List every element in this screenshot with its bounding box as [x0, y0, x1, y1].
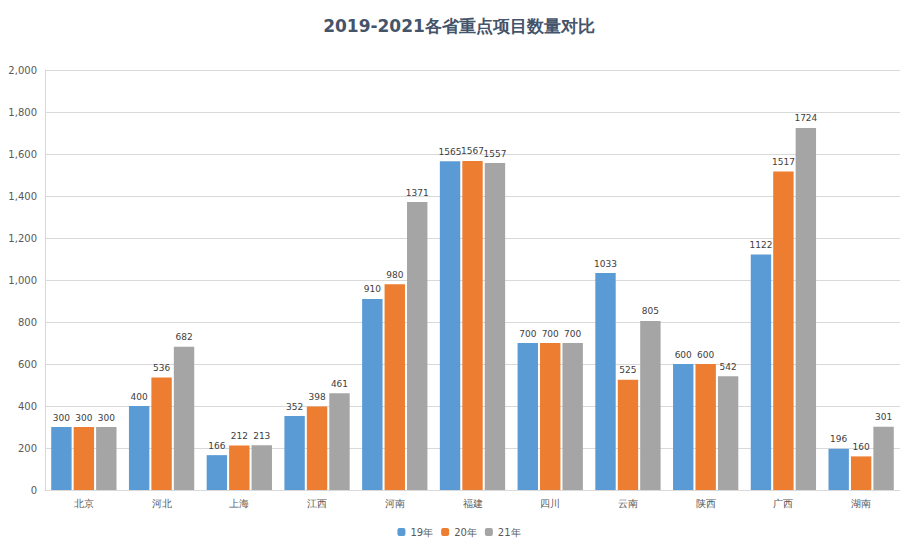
svg-text:1033: 1033 — [594, 259, 617, 269]
svg-text:湖南: 湖南 — [851, 498, 871, 509]
svg-text:1557: 1557 — [483, 149, 506, 159]
svg-text:600: 600 — [18, 359, 37, 370]
svg-text:800: 800 — [18, 317, 37, 328]
svg-text:河南: 河南 — [385, 498, 405, 509]
svg-text:1,200: 1,200 — [8, 233, 37, 244]
svg-text:196: 196 — [830, 434, 847, 444]
svg-text:福建: 福建 — [463, 498, 483, 509]
svg-text:1371: 1371 — [406, 188, 429, 198]
svg-text:600: 600 — [675, 350, 692, 360]
svg-text:2,000: 2,000 — [8, 65, 37, 76]
svg-text:682: 682 — [175, 332, 192, 342]
svg-text:212: 212 — [231, 431, 248, 441]
svg-text:1,600: 1,600 — [8, 149, 37, 160]
svg-text:200: 200 — [18, 443, 37, 454]
svg-text:700: 700 — [519, 329, 536, 339]
svg-text:700: 700 — [542, 329, 559, 339]
svg-text:河北: 河北 — [152, 498, 172, 509]
svg-text:461: 461 — [331, 379, 348, 389]
svg-text:广西: 广西 — [773, 498, 793, 509]
svg-text:20年: 20年 — [454, 527, 477, 538]
svg-text:352: 352 — [286, 402, 303, 412]
svg-text:160: 160 — [853, 442, 870, 452]
svg-text:21年: 21年 — [498, 527, 521, 538]
svg-text:19年: 19年 — [410, 527, 433, 538]
svg-text:四川: 四川 — [540, 498, 560, 509]
svg-text:300: 300 — [53, 413, 70, 423]
svg-text:陕西: 陕西 — [696, 498, 716, 509]
svg-text:300: 300 — [98, 413, 115, 423]
svg-text:600: 600 — [697, 350, 714, 360]
svg-text:0: 0 — [31, 485, 37, 496]
svg-text:910: 910 — [364, 284, 381, 294]
svg-text:400: 400 — [18, 401, 37, 412]
svg-text:400: 400 — [131, 392, 148, 402]
svg-text:301: 301 — [875, 412, 892, 422]
svg-text:2019-2021各省重点项目数量对比: 2019-2021各省重点项目数量对比 — [323, 16, 595, 36]
svg-text:398: 398 — [308, 392, 325, 402]
svg-text:北京: 北京 — [74, 498, 94, 509]
svg-text:805: 805 — [642, 306, 659, 316]
svg-text:江西: 江西 — [307, 498, 327, 509]
svg-text:云南: 云南 — [618, 498, 638, 509]
svg-text:536: 536 — [153, 363, 170, 373]
svg-text:1565: 1565 — [439, 147, 462, 157]
svg-text:上海: 上海 — [229, 498, 249, 509]
svg-text:1567: 1567 — [461, 146, 484, 156]
svg-text:700: 700 — [564, 329, 581, 339]
svg-text:542: 542 — [720, 362, 737, 372]
svg-text:525: 525 — [619, 365, 636, 375]
svg-text:1,800: 1,800 — [8, 107, 37, 118]
svg-text:980: 980 — [386, 270, 403, 280]
svg-text:1517: 1517 — [772, 157, 795, 167]
svg-text:1122: 1122 — [750, 240, 773, 250]
svg-text:213: 213 — [253, 431, 270, 441]
svg-text:166: 166 — [208, 441, 225, 451]
svg-text:1,400: 1,400 — [8, 191, 37, 202]
svg-text:300: 300 — [75, 413, 92, 423]
svg-text:1724: 1724 — [794, 113, 817, 123]
svg-text:1,000: 1,000 — [8, 275, 37, 286]
